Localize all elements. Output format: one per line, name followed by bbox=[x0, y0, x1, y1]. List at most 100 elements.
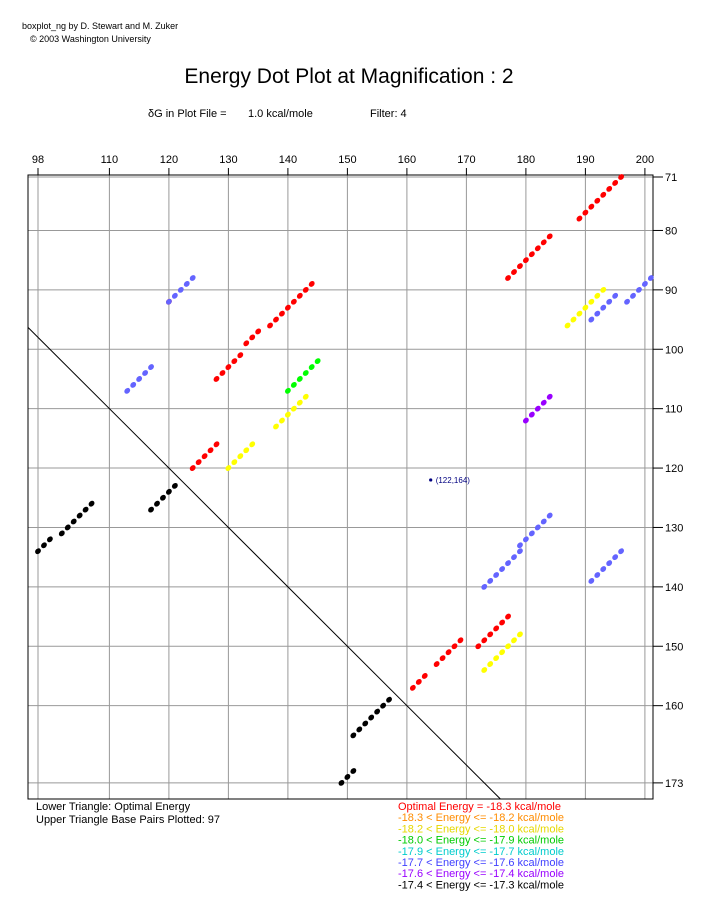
dot-mark bbox=[296, 399, 303, 406]
dot-mark bbox=[487, 631, 494, 638]
dot-mark bbox=[148, 364, 154, 370]
dot-mark bbox=[136, 376, 143, 382]
dot-mark bbox=[70, 518, 77, 525]
dot-mark bbox=[213, 376, 220, 382]
dot-mark bbox=[570, 316, 577, 323]
dot-mark bbox=[511, 269, 517, 275]
dot-mark bbox=[582, 304, 589, 311]
x-tick-label: 160 bbox=[398, 154, 416, 166]
credit-line-2: © 2003 Washington University bbox=[30, 34, 151, 44]
legend-lower-triangle: Lower Triangle: Optimal Energy bbox=[36, 801, 191, 813]
y-tick-label: 100 bbox=[665, 344, 683, 356]
dot-mark bbox=[534, 405, 541, 412]
dot-mark bbox=[647, 275, 654, 281]
dot-mark bbox=[243, 340, 250, 347]
dot-mark bbox=[618, 174, 625, 180]
dot-mark bbox=[165, 298, 172, 305]
dot-mark bbox=[522, 536, 529, 543]
dot-mark bbox=[154, 500, 160, 507]
dot-mark bbox=[564, 322, 571, 329]
dot-mark bbox=[46, 536, 53, 543]
y-tick-label: 71 bbox=[665, 172, 677, 184]
dot-mark bbox=[225, 465, 232, 471]
dot-mark bbox=[511, 554, 517, 561]
annotation-label: (122,164) bbox=[436, 476, 471, 485]
dot-mark bbox=[284, 387, 291, 394]
dot-mark bbox=[231, 358, 238, 365]
dot-mark bbox=[457, 637, 464, 644]
energy-legend-entry: Optimal Energy = -18.3 kcal/mole bbox=[398, 801, 561, 813]
dot-mark bbox=[296, 376, 303, 382]
y-tick-label: 150 bbox=[665, 641, 683, 653]
dot-mark bbox=[606, 298, 613, 305]
y-tick-label: 80 bbox=[665, 225, 677, 237]
dot-mark bbox=[606, 560, 613, 567]
dot-mark bbox=[338, 779, 345, 786]
dot-mark bbox=[517, 263, 523, 270]
dot-mark bbox=[368, 714, 375, 721]
dot-mark bbox=[475, 643, 482, 650]
dot-mark bbox=[624, 298, 630, 305]
dot-mark bbox=[433, 661, 440, 667]
dot-mark bbox=[522, 417, 529, 424]
annotation-dot bbox=[429, 478, 433, 482]
dot-mark bbox=[237, 453, 244, 460]
dot-mark bbox=[600, 304, 607, 311]
dot-mark bbox=[481, 583, 488, 590]
dot-mark bbox=[421, 673, 428, 679]
dot-mark bbox=[493, 572, 500, 578]
dot-mark bbox=[528, 251, 535, 258]
dot-mark bbox=[612, 180, 619, 186]
dot-mark bbox=[64, 524, 71, 531]
dot-mark bbox=[279, 417, 285, 424]
dot-mark bbox=[594, 292, 601, 299]
dot-mark bbox=[493, 625, 500, 632]
dot-mark bbox=[499, 649, 506, 656]
dot-mark bbox=[594, 310, 601, 317]
dot-mark bbox=[284, 411, 291, 418]
dot-marks bbox=[35, 174, 654, 786]
dot-mark bbox=[505, 560, 511, 567]
dot-mark bbox=[499, 566, 506, 572]
dot-mark bbox=[600, 286, 607, 293]
energy-legend-entry: -17.6 < Energy <= -17.4 kcal/mole bbox=[398, 868, 564, 880]
dot-mark bbox=[409, 684, 416, 691]
dot-mark bbox=[58, 530, 65, 537]
dot-mark bbox=[528, 411, 535, 418]
x-tick-label: 190 bbox=[576, 154, 594, 166]
plot-frame bbox=[27, 174, 654, 800]
dot-mark bbox=[41, 542, 47, 549]
dot-mark bbox=[505, 613, 511, 620]
dot-mark bbox=[302, 286, 309, 293]
y-tick-label: 120 bbox=[665, 463, 683, 475]
dot-mark bbox=[522, 257, 529, 264]
dot-mark bbox=[612, 292, 619, 299]
x-tick-label: 120 bbox=[160, 154, 178, 166]
x-tick-label: 130 bbox=[219, 154, 237, 166]
axis-ticks: 98 110 120 130 140 150 160 170 180 190 200 71 80 90 10… bbox=[32, 154, 683, 790]
dot-mark bbox=[487, 661, 494, 667]
dot-mark bbox=[183, 281, 190, 287]
dot-mark bbox=[273, 316, 279, 323]
energy-legend: Optimal Energy = -18.3 kcal/mole-18.3 < … bbox=[398, 801, 564, 891]
dot-mark bbox=[630, 292, 636, 299]
dot-mark bbox=[582, 209, 589, 216]
dot-mark bbox=[171, 482, 178, 489]
x-tick-label: 200 bbox=[636, 154, 654, 166]
dot-mark bbox=[225, 364, 232, 370]
dot-mark bbox=[308, 364, 315, 370]
chart-title: Energy Dot Plot at Magnification : 2 bbox=[184, 65, 513, 88]
dot-mark bbox=[290, 298, 297, 305]
dot-mark bbox=[481, 637, 488, 644]
legend-upper-triangle: Upper Triangle Base Pairs Plotted: 97 bbox=[36, 814, 220, 826]
dot-mark bbox=[528, 530, 535, 537]
dot-mark bbox=[517, 542, 523, 549]
dot-mark bbox=[350, 732, 357, 739]
dot-mark bbox=[534, 245, 541, 252]
dot-mark bbox=[142, 370, 149, 376]
dot-mark bbox=[600, 191, 607, 198]
dot-mark bbox=[505, 643, 511, 650]
dot-mark bbox=[148, 506, 154, 513]
dot-mark bbox=[600, 566, 607, 572]
dot-mark bbox=[296, 292, 303, 299]
